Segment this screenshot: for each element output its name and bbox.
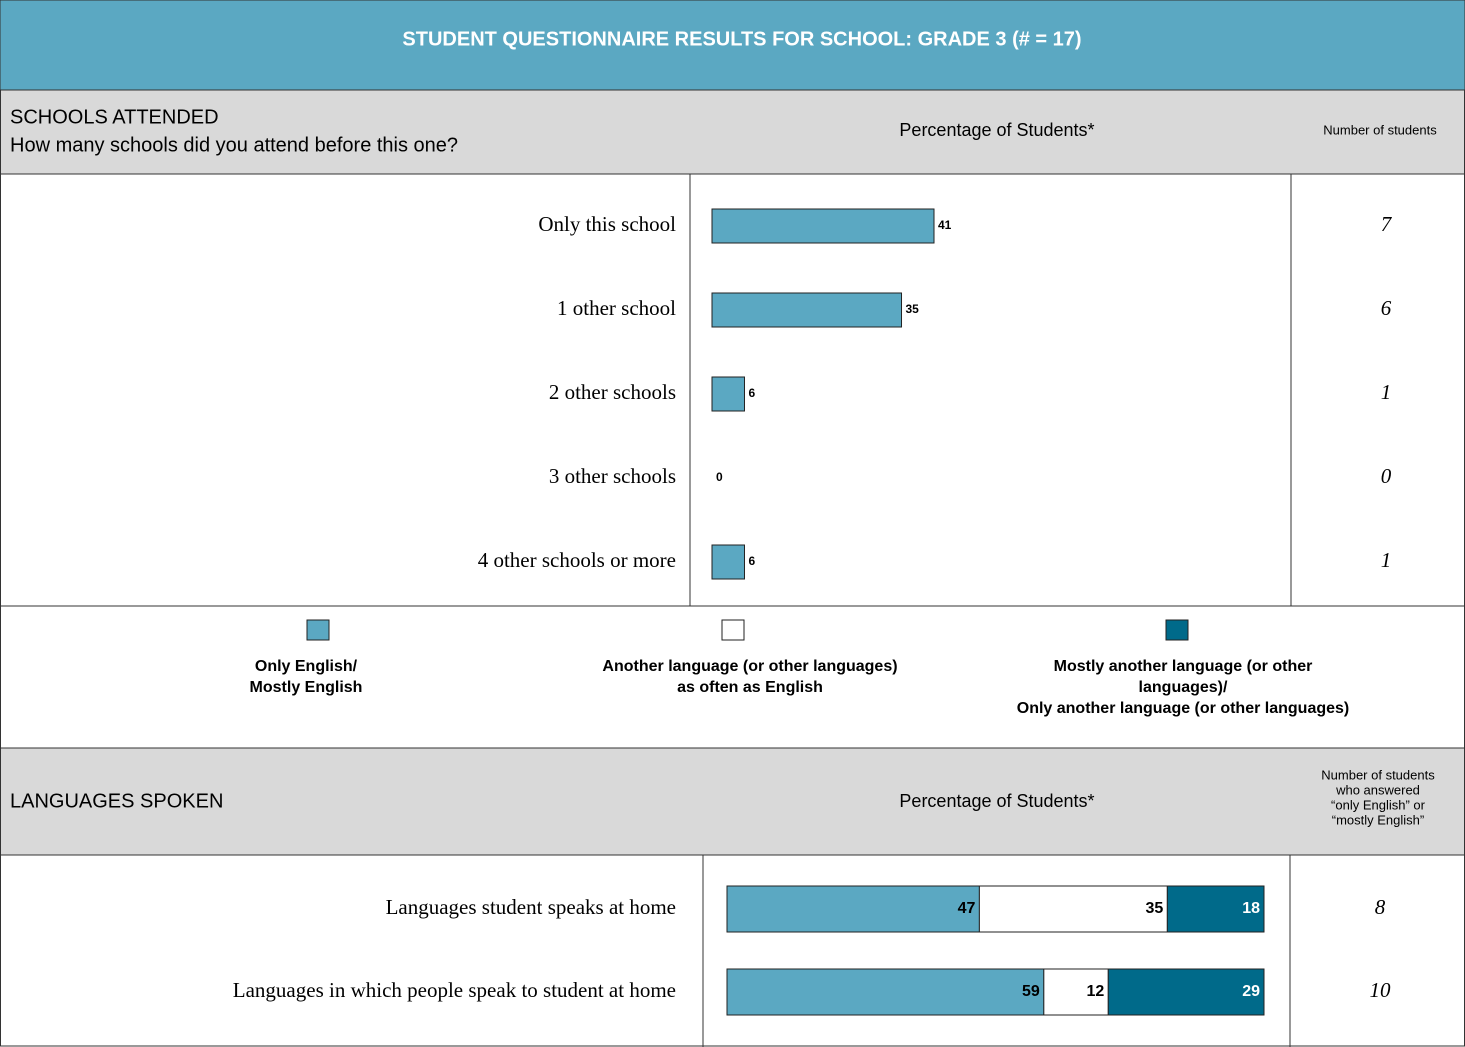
- value-label: 6: [748, 554, 755, 568]
- row-label: 1 other school: [557, 296, 676, 320]
- value-label: 29: [1242, 983, 1260, 1000]
- value-label: 59: [1022, 983, 1040, 1000]
- value-label: 6: [748, 386, 755, 400]
- count-label: “only English” or: [1331, 797, 1426, 812]
- bar: [711, 376, 745, 412]
- value-label: 12: [1086, 983, 1104, 1000]
- row-label: 4 other schools or more: [478, 548, 676, 572]
- title: STUDENT QUESTIONNAIRE RESULTS FOR SCHOOL…: [402, 28, 1081, 50]
- row-label: 3 other schools: [549, 464, 676, 488]
- count: 7: [1381, 212, 1393, 236]
- count: 1: [1381, 548, 1392, 572]
- column-label: Percentage of Students*: [899, 120, 1094, 140]
- legend-label: Mostly English: [250, 679, 363, 696]
- value-label: 35: [1146, 900, 1164, 917]
- row-label: Languages in which people speak to stude…: [233, 978, 676, 1002]
- legend-swatch: [721, 619, 745, 641]
- title-bar: [0, 0, 1465, 91]
- value-label: 35: [906, 302, 920, 316]
- count: 10: [1370, 978, 1392, 1002]
- heading: LANGUAGES SPOKEN: [10, 790, 223, 812]
- heading: SCHOOLS ATTENDED: [10, 106, 219, 128]
- bar-segment: [726, 968, 1045, 1016]
- section-body: [0, 854, 1465, 1047]
- legend-label: as often as English: [677, 679, 823, 696]
- count: 1: [1381, 380, 1392, 404]
- value-label: 0: [716, 470, 723, 484]
- count-label: Number of students: [1321, 767, 1435, 782]
- bar: [711, 292, 903, 328]
- legend-swatch: [306, 619, 330, 641]
- count: 0: [1381, 464, 1392, 488]
- count-label: “mostly English”: [1332, 812, 1424, 827]
- count: 8: [1375, 895, 1386, 919]
- bar: [711, 544, 745, 580]
- legend-swatch: [1165, 619, 1189, 641]
- legend-label: Only English/: [255, 658, 358, 675]
- row-label: Only this school: [538, 212, 676, 236]
- value-label: 18: [1242, 900, 1260, 917]
- bar-segment: [1166, 885, 1265, 933]
- bar-segment: [726, 885, 980, 933]
- bar-segment: [1107, 968, 1265, 1016]
- bar-segment: [978, 885, 1168, 933]
- value-label: 47: [958, 900, 976, 917]
- legend-label: Mostly another language (or other: [1054, 658, 1313, 675]
- count: 6: [1381, 296, 1392, 320]
- section-header: [0, 747, 1465, 856]
- legend-label: languages)/: [1139, 679, 1228, 696]
- bar-segment: [1043, 968, 1109, 1016]
- legend-label: Another language (or other languages): [602, 658, 897, 675]
- bar: [711, 208, 935, 244]
- legend-label: Only another language (or other language…: [1017, 700, 1349, 717]
- count-label: who answered: [1335, 782, 1420, 797]
- row-label: 2 other schools: [549, 380, 676, 404]
- row-label: Languages student speaks at home: [386, 895, 676, 919]
- question: How many schools did you attend before t…: [10, 134, 458, 156]
- value-label: 41: [938, 218, 952, 232]
- section-header: [0, 89, 1465, 175]
- count-label: Number of students: [1323, 122, 1437, 137]
- column-label: Percentage of Students*: [899, 791, 1094, 811]
